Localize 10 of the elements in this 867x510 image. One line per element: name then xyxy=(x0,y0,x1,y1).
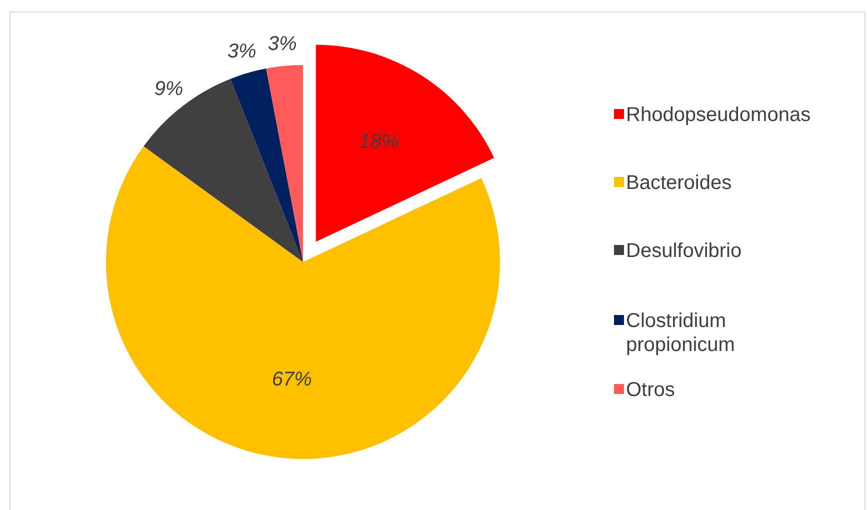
legend-label: Desulfovibrio xyxy=(626,240,742,262)
data-label: 67% xyxy=(272,368,312,391)
legend-label: Otros xyxy=(626,379,675,401)
legend-label: Bacteroides xyxy=(626,172,732,194)
legend-label: Clostridium propionicum xyxy=(626,310,735,356)
legend-label: Rhodopseudomonas xyxy=(626,104,811,126)
data-label: 3% xyxy=(227,40,256,63)
data-label: 3% xyxy=(268,32,297,55)
data-label: 9% xyxy=(154,78,184,100)
data-label: 18% xyxy=(359,130,400,153)
